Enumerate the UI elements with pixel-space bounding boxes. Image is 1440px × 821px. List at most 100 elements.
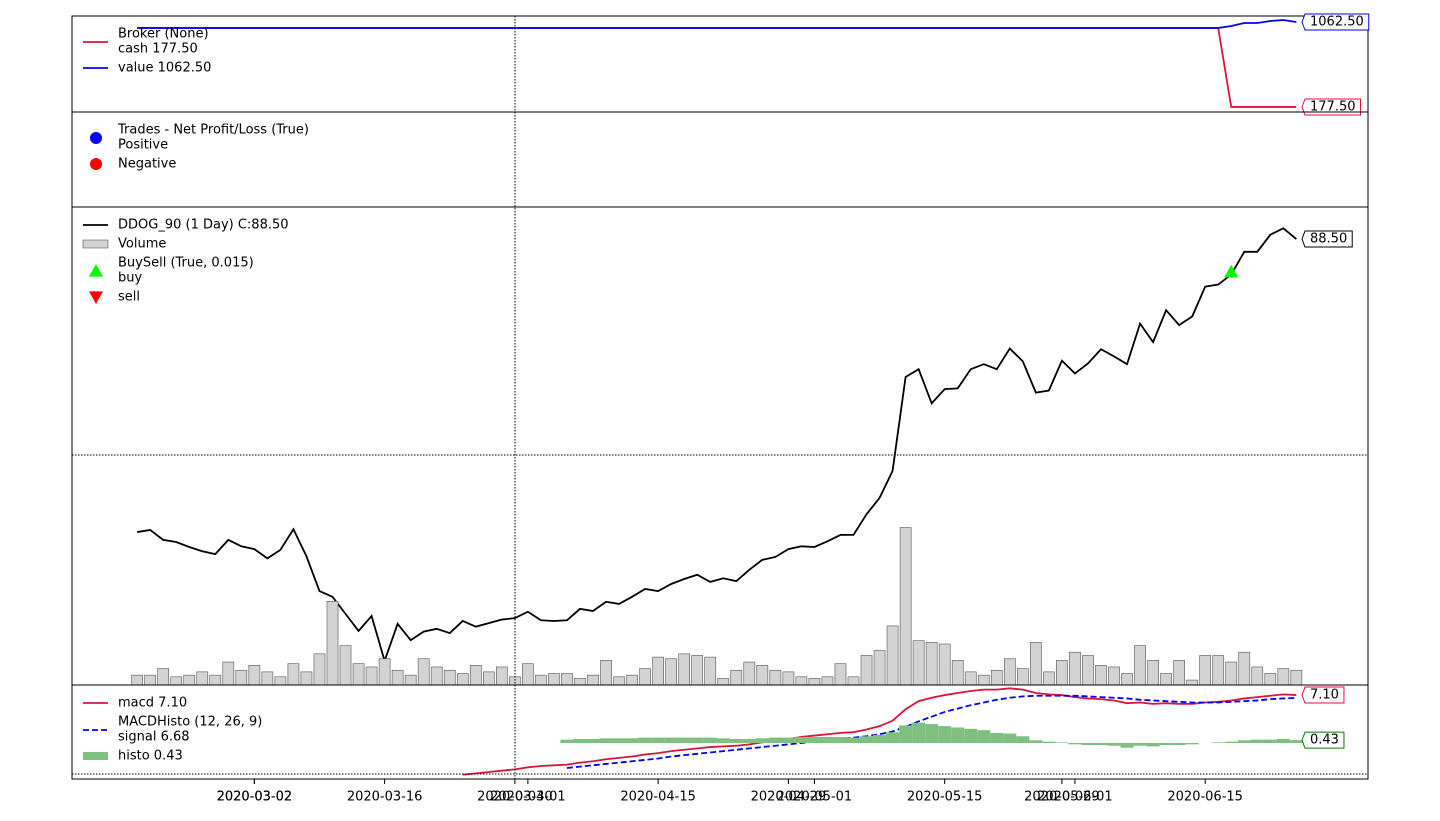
histogram-bar <box>651 737 665 744</box>
volume-bar <box>144 674 156 686</box>
volume-bar <box>300 671 313 686</box>
line <box>566 694 1297 769</box>
legend-swatch <box>90 158 102 170</box>
volume-bar <box>600 660 612 686</box>
histogram-bar <box>899 725 913 744</box>
volume-bar <box>1251 666 1264 686</box>
legend-label: DDOG_90 (1 Day) C:88.50 <box>118 218 289 233</box>
volume-bar <box>430 666 443 686</box>
histogram-bar <box>781 737 795 744</box>
volume-bar <box>456 673 469 686</box>
histogram-bar <box>755 738 769 744</box>
x-tick-label: 2020-03-16 <box>347 790 423 805</box>
histogram-bar <box>1094 743 1108 746</box>
volume-bar <box>469 665 482 686</box>
volume-bar <box>222 661 235 686</box>
volume-bar <box>704 656 717 686</box>
x-tick-label: 2020-04-15 <box>620 790 696 805</box>
histogram-bar <box>625 738 639 744</box>
histogram-bar <box>1289 740 1303 744</box>
volume-bar <box>1121 673 1133 686</box>
histogram-bar <box>768 737 782 744</box>
volume-bar <box>795 676 808 686</box>
volume-bar <box>652 656 664 686</box>
volume-bar <box>1134 645 1146 686</box>
histogram-bar <box>664 737 678 744</box>
volume-bar <box>183 674 196 686</box>
line <box>136 227 1297 664</box>
histogram-bar <box>977 730 991 744</box>
legend-label: signal 6.68 <box>118 730 190 745</box>
value-tag-box <box>1301 98 1361 116</box>
volume-bar <box>482 671 495 686</box>
volume-bar <box>1186 679 1198 686</box>
volume-bar <box>522 663 534 686</box>
volume-bar <box>769 669 782 686</box>
histogram-bar <box>1003 733 1017 744</box>
volume-bar <box>1095 665 1107 686</box>
x-tick-label: 2020-04-29 <box>751 790 827 805</box>
volume-bar <box>860 655 873 686</box>
line <box>137 19 1297 29</box>
volume-bar <box>899 527 912 686</box>
histogram-bar <box>1185 743 1199 745</box>
volume-bar <box>821 676 834 686</box>
volume-bar <box>352 663 365 686</box>
legend-group: BuySell (True, 0.015) <box>118 256 254 271</box>
histogram-bar <box>729 738 743 744</box>
histogram-bar <box>690 737 704 744</box>
histogram-bar <box>703 737 717 744</box>
volume-bar <box>938 643 951 686</box>
scatter-point <box>1224 264 1239 278</box>
volume-bar <box>378 658 391 686</box>
volume-bar <box>951 660 964 686</box>
x-tick-label: 2020-04-01 <box>490 790 566 805</box>
volume-bar <box>1290 669 1303 686</box>
histogram-bar <box>560 739 574 744</box>
histogram-bar <box>599 738 613 744</box>
histogram-bar <box>833 736 847 744</box>
volume-bar <box>1030 642 1042 686</box>
volume-bar <box>313 653 326 686</box>
histogram-bar <box>925 724 939 744</box>
volume-bar <box>417 658 430 686</box>
value-tag-box <box>1301 731 1345 749</box>
legend-group: Broker (None) <box>118 27 209 42</box>
volume-bar <box>209 674 222 686</box>
histogram-bar <box>873 734 887 744</box>
histogram-bar <box>860 736 874 744</box>
histogram-bar <box>1068 743 1082 745</box>
value-tag-box <box>1301 230 1353 248</box>
volume-bar <box>548 673 560 686</box>
legend-swatch <box>83 752 108 760</box>
volume-bar <box>326 601 339 686</box>
volume-bar <box>1173 660 1185 686</box>
x-tick-label: 2020-03-30 <box>477 790 553 805</box>
histogram-bar <box>1159 743 1173 746</box>
legend-swatch <box>90 132 102 144</box>
legend-label: cash 177.50 <box>118 42 198 57</box>
legend-label: Volume <box>118 237 166 252</box>
histogram-bar <box>1276 738 1290 744</box>
volume-bar <box>847 676 860 686</box>
volume-bar <box>1108 666 1120 686</box>
volume-bar <box>1238 651 1251 686</box>
histogram-bar <box>1081 743 1095 746</box>
legend-group: Trades - Net Profit/Loss (True) <box>117 123 309 138</box>
x-tick-label: 2020-06-15 <box>1167 790 1243 805</box>
volume-bar <box>274 676 287 686</box>
volume-bar <box>626 674 638 686</box>
panel-frame <box>71 684 1369 780</box>
histogram-bar <box>1029 740 1043 744</box>
histogram-bar <box>846 737 861 744</box>
volume-bar <box>1225 661 1238 686</box>
legend-label: Positive <box>118 138 168 153</box>
value-tag: 1062.50 <box>1310 15 1364 30</box>
histogram-bar <box>886 732 900 744</box>
legend-label: value 1062.50 <box>118 61 211 76</box>
x-tick-label: 2020-05-01 <box>777 790 853 805</box>
histogram-bar <box>1237 740 1251 744</box>
x-tick-label: 2020-05-29 <box>1024 790 1100 805</box>
volume-bar <box>587 674 599 686</box>
